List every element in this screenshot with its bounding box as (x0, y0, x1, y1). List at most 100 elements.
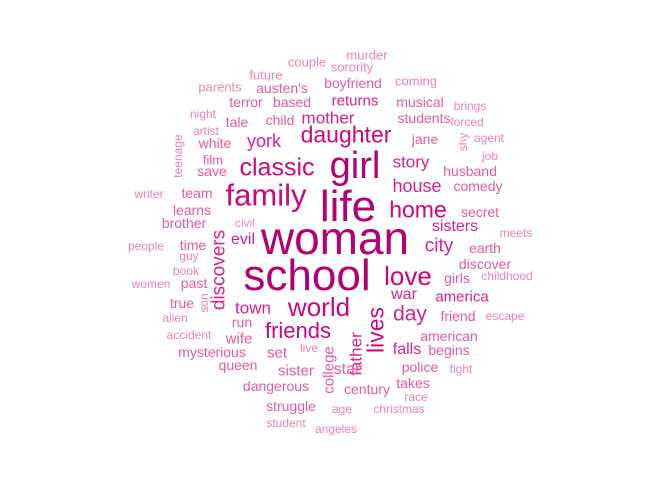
word-american: american (420, 328, 478, 344)
word-sister: sister (278, 362, 314, 380)
word-fight: fight (449, 362, 473, 376)
word-school: school (243, 251, 371, 300)
word-earth: earth (469, 240, 501, 256)
word-century: century (344, 381, 390, 397)
word-star: star (333, 361, 361, 378)
word-mother: mother (301, 108, 355, 128)
word-past: past (180, 275, 208, 291)
word-accident: accident (166, 328, 212, 342)
word-life: life (319, 182, 377, 231)
word-tale: tale (225, 114, 249, 130)
word-based: based (272, 94, 312, 110)
word-classic: classic (239, 153, 315, 182)
word-comedy: comedy (453, 178, 503, 194)
word-sisters: sisters (431, 218, 479, 235)
word-discovers: discovers (208, 229, 230, 311)
word-agent: agent (473, 131, 505, 145)
word-christmas: christmas (373, 402, 425, 416)
word-daughter: daughter (300, 121, 392, 148)
word-wife: wife (225, 330, 253, 348)
word-set: set (266, 344, 288, 362)
word-writer: writer (134, 187, 164, 201)
word-friends: friends (264, 318, 332, 343)
word-girl: girl (329, 145, 381, 187)
word-york: york (246, 131, 282, 151)
word-team: team (181, 185, 213, 201)
word-meets: meets (499, 226, 533, 240)
word-people: people (127, 239, 165, 253)
word-night: night (189, 107, 217, 121)
word-women: women (131, 277, 171, 291)
word-woman: woman (260, 212, 410, 264)
word-run: run (231, 314, 253, 330)
word-white: white (198, 135, 232, 151)
word-police: police (401, 359, 439, 375)
word-college: college (320, 346, 338, 394)
word-falls: falls (392, 341, 422, 358)
word-civil: civil (235, 216, 255, 230)
word-love: love (384, 261, 432, 291)
word-austen-s: austen's (256, 80, 308, 96)
word-sorority: sorority (330, 59, 374, 75)
word-job: job (481, 149, 499, 163)
word-learns: learns (172, 202, 212, 218)
word-returns: returns (331, 92, 379, 110)
word-queen: queen (218, 357, 258, 373)
word-alien: alien (162, 311, 188, 325)
word-student: student (266, 416, 306, 430)
word-forced: forced (450, 115, 484, 129)
word-childhood: childhood (481, 269, 533, 283)
word-race: race (404, 390, 428, 404)
word-son: son (197, 293, 211, 313)
word-home: home (389, 196, 447, 223)
word-story: story (392, 152, 430, 172)
word-escape: escape (485, 309, 525, 323)
word-students: students (397, 110, 451, 126)
word-evil: evil (230, 231, 256, 248)
word-artist: artist (192, 124, 220, 138)
word-husband: husband (443, 163, 497, 179)
word-takes: takes (396, 375, 430, 391)
word-angeles: angeles (314, 422, 358, 436)
word-dangerous: dangerous (242, 378, 310, 394)
word-coming: coming (395, 73, 437, 89)
word-film: film (202, 152, 224, 168)
word-mysterious: mysterious (178, 344, 246, 360)
word-struggle: struggle (266, 398, 316, 414)
word-lives: lives (362, 306, 389, 354)
word-brings: brings (453, 99, 487, 113)
word-musical: musical (396, 94, 444, 110)
word-friend: friend (440, 308, 476, 324)
word-shy: shy (456, 132, 470, 152)
word-murder: murder (346, 47, 388, 63)
word-brother: brother (161, 215, 207, 231)
word-war: war (391, 286, 417, 303)
word-age: age (331, 402, 353, 416)
word-day: day (393, 302, 427, 326)
word-terror: terror (229, 94, 263, 110)
word-couple: couple (287, 54, 327, 70)
word-girls: girls (444, 270, 470, 286)
word-future: future (249, 67, 283, 83)
word-true: true (169, 295, 195, 311)
word-family: family (225, 177, 307, 213)
word-live: live (299, 341, 319, 355)
word-time: time (179, 237, 207, 253)
word-teenage: teenage (171, 134, 185, 178)
word-secret: secret (460, 204, 500, 220)
word-save: save (197, 163, 227, 179)
word-america: america (435, 288, 489, 306)
word-house: house (392, 176, 442, 196)
word-boyfriend: boyfriend (324, 75, 382, 91)
word-world: world (287, 292, 351, 322)
word-town: town (235, 298, 271, 318)
word-book: book (172, 264, 200, 278)
word-parents: parents (198, 79, 242, 95)
word-jane: jane (411, 131, 439, 147)
word-discover: discover (458, 256, 512, 272)
word-guy: guy (179, 249, 199, 263)
word-child: child (265, 112, 295, 128)
word-begins: begins (428, 342, 470, 358)
word-city: city (424, 235, 454, 257)
